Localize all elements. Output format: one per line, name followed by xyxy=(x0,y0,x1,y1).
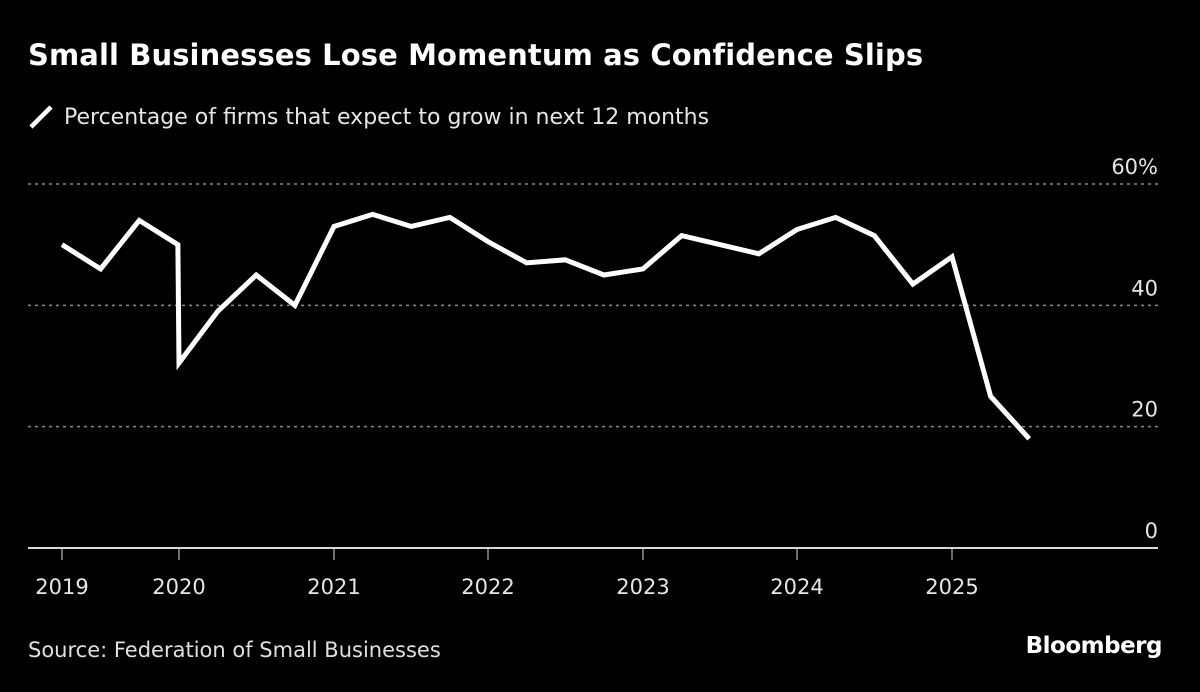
x-tick-label: 2019 xyxy=(35,575,88,599)
series xyxy=(60,211,1032,441)
y-tick-label: 0 xyxy=(1145,519,1158,543)
x-tick-label: 2023 xyxy=(616,575,669,599)
bloomberg-logo: Bloomberg xyxy=(1025,633,1163,659)
x-axis: 2019 2020 2021 2022 2023 2024 2025 xyxy=(28,547,1158,599)
series-line xyxy=(60,211,1032,441)
legend-line-icon xyxy=(29,105,53,129)
x-tick-label: 2024 xyxy=(770,575,823,599)
y-axis-ticks: 0 20 40 60% xyxy=(1111,155,1158,543)
y-tick-label: 40 xyxy=(1131,276,1158,300)
x-tick-label: 2021 xyxy=(307,575,360,599)
y-tick-label: 20 xyxy=(1131,398,1158,422)
legend-label: Percentage of firms that expect to grow … xyxy=(64,104,710,130)
x-tick-label: 2022 xyxy=(461,575,514,599)
x-tick-label: 2025 xyxy=(925,575,978,599)
source-note: Source: Federation of Small Businesses xyxy=(28,638,441,662)
x-tick-label: 2020 xyxy=(152,575,205,599)
y-tick-label: 60% xyxy=(1111,155,1158,179)
legend: Percentage of firms that expect to grow … xyxy=(28,104,709,130)
chart-title: Small Businesses Lose Momentum as Confid… xyxy=(28,38,924,72)
